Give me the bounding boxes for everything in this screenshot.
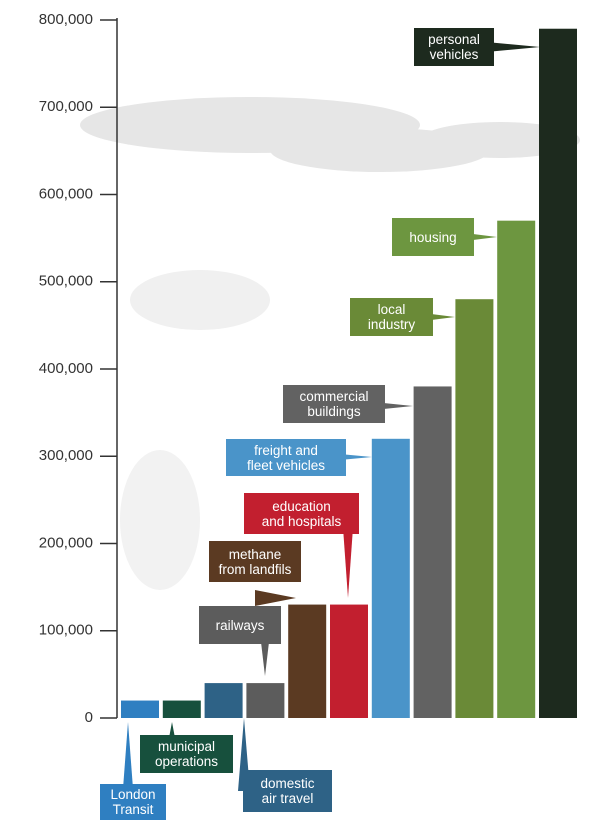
label-line: Transit	[112, 802, 154, 817]
bar	[330, 604, 368, 718]
y-tick-label: 800,000	[39, 11, 93, 28]
bar	[455, 299, 494, 718]
category-label: freight and fleet vehicles	[226, 439, 346, 476]
y-tick-label: 200,000	[39, 534, 93, 551]
label-line: operations	[154, 754, 219, 769]
label-line: municipal	[157, 739, 216, 754]
category-label: London Transit	[100, 784, 166, 820]
bar	[121, 700, 159, 718]
label-line: commercial	[299, 389, 369, 404]
category-label: housing	[392, 218, 474, 256]
y-tick-label: 500,000	[39, 273, 93, 290]
label-line: education	[272, 498, 331, 514]
bar	[497, 220, 536, 719]
callout-pointer	[122, 722, 134, 802]
y-tick-label: 100,000	[39, 622, 93, 639]
y-tick-label: 400,000	[39, 360, 93, 377]
y-tick-label: 700,000	[39, 98, 93, 115]
bar	[371, 438, 410, 718]
label-line: railways	[215, 617, 265, 633]
label-line: domestic	[260, 776, 315, 791]
label-line: freight and	[254, 442, 318, 458]
bar	[204, 683, 243, 718]
category-label: local industry	[350, 298, 433, 336]
label-line: local	[377, 302, 406, 317]
label-line: vehicles	[429, 47, 479, 62]
category-label: domestic air travel	[243, 770, 332, 812]
label-line: fleet vehicles	[246, 457, 326, 473]
category-label: municipal operations	[140, 735, 233, 773]
label-line: industry	[367, 317, 416, 332]
smoke-clouds	[80, 97, 580, 590]
category-label: commercial buildings	[283, 385, 385, 423]
label-line: buildings	[307, 404, 361, 419]
category-label: railways	[199, 606, 281, 644]
category-label: education and hospitals	[244, 493, 359, 534]
category-label: personal vehicles	[414, 28, 494, 66]
label-line: from landfils	[218, 561, 292, 577]
bar	[413, 386, 452, 718]
y-tick-label: 600,000	[39, 185, 93, 202]
label-line: air travel	[261, 791, 314, 806]
y-tick-label: 300,000	[39, 447, 93, 464]
category-label: methane from landfils	[209, 541, 301, 582]
bar	[539, 28, 577, 719]
label-line: personal	[428, 32, 480, 47]
bar	[246, 683, 285, 718]
label-line: London	[110, 787, 156, 802]
callout-pointer	[255, 590, 296, 606]
y-tick-label: 0	[85, 709, 93, 726]
label-line: housing	[409, 229, 457, 245]
bar	[162, 700, 201, 718]
label-line: and hospitals	[261, 513, 342, 529]
label-line: methane	[228, 546, 282, 562]
bar	[288, 604, 327, 718]
callout-pointer	[342, 513, 354, 598]
